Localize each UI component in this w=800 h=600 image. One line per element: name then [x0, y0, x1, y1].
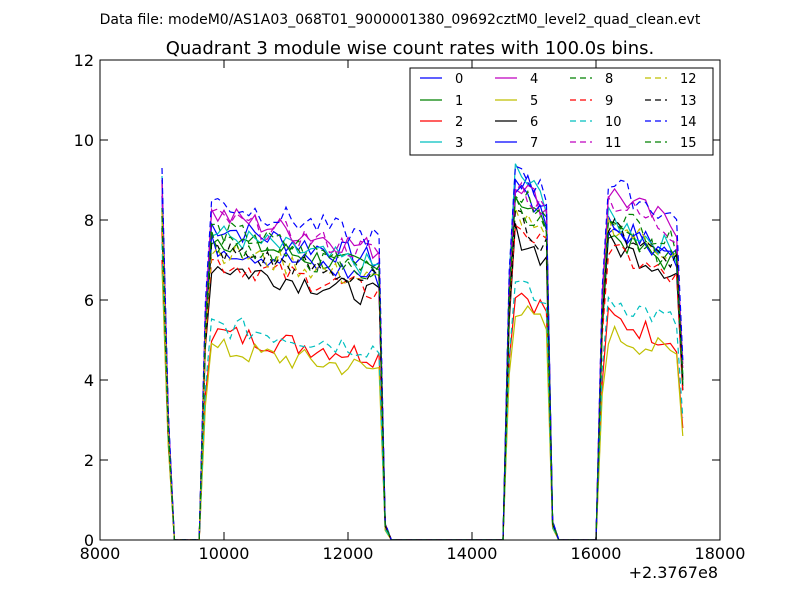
y-tick-label: 0: [84, 531, 94, 550]
series-lines: [161, 163, 684, 540]
series-line-4: [161, 179, 684, 540]
legend-label-11: 11: [605, 136, 622, 151]
series-line-15: [161, 195, 684, 540]
legend-label-13: 13: [680, 94, 697, 109]
legend-label-9: 9: [605, 94, 613, 109]
legend-label-4: 4: [530, 72, 538, 87]
legend-frame: [409, 67, 714, 156]
legend-label-6: 6: [530, 115, 538, 130]
x-tick-label: 18000: [695, 544, 746, 563]
y-tick-label: 2: [84, 451, 94, 470]
series-line-13: [161, 208, 684, 540]
legend-label-2: 2: [455, 115, 463, 130]
legend-label-1: 1: [455, 94, 463, 109]
legend-label-8: 8: [605, 72, 613, 87]
series-line-8: [161, 189, 684, 540]
legend-label-7: 7: [530, 136, 538, 151]
legend-label-10: 10: [605, 115, 622, 130]
x-tick-label: 12000: [323, 544, 374, 563]
y-tick-label: 10: [74, 131, 94, 150]
x-tick-label: 14000: [447, 544, 498, 563]
y-tick-label: 8: [84, 211, 94, 230]
legend-label-12: 12: [680, 72, 697, 87]
figure-suptitle: Data file: modeM0/AS1A03_068T01_90000013…: [100, 12, 701, 28]
series-line-5: [161, 267, 684, 540]
legend-label-14: 14: [680, 115, 697, 130]
x-tick-label: 16000: [571, 544, 622, 563]
x-offset-label: +2.3767e8: [629, 563, 718, 582]
chart-title: Quadrant 3 module wise count rates with …: [166, 38, 655, 59]
series-line-14: [161, 165, 684, 540]
y-tick-label: 4: [84, 371, 94, 390]
series-line-7: [161, 184, 684, 540]
series-line-11: [161, 181, 684, 540]
series-line-6: [161, 223, 684, 540]
legend-label-5: 5: [530, 94, 538, 109]
y-tick-label: 12: [74, 51, 94, 70]
x-axis: 8000 10000 12000 14000 16000 18000: [80, 60, 746, 563]
x-tick-label: 8000: [80, 544, 121, 563]
legend-label-3: 3: [455, 136, 463, 151]
y-tick-label: 6: [84, 291, 94, 310]
legend-label-0: 0: [455, 72, 463, 87]
legend-label-15: 15: [680, 136, 697, 151]
series-line-10: [161, 243, 684, 540]
x-tick-label: 10000: [199, 544, 250, 563]
